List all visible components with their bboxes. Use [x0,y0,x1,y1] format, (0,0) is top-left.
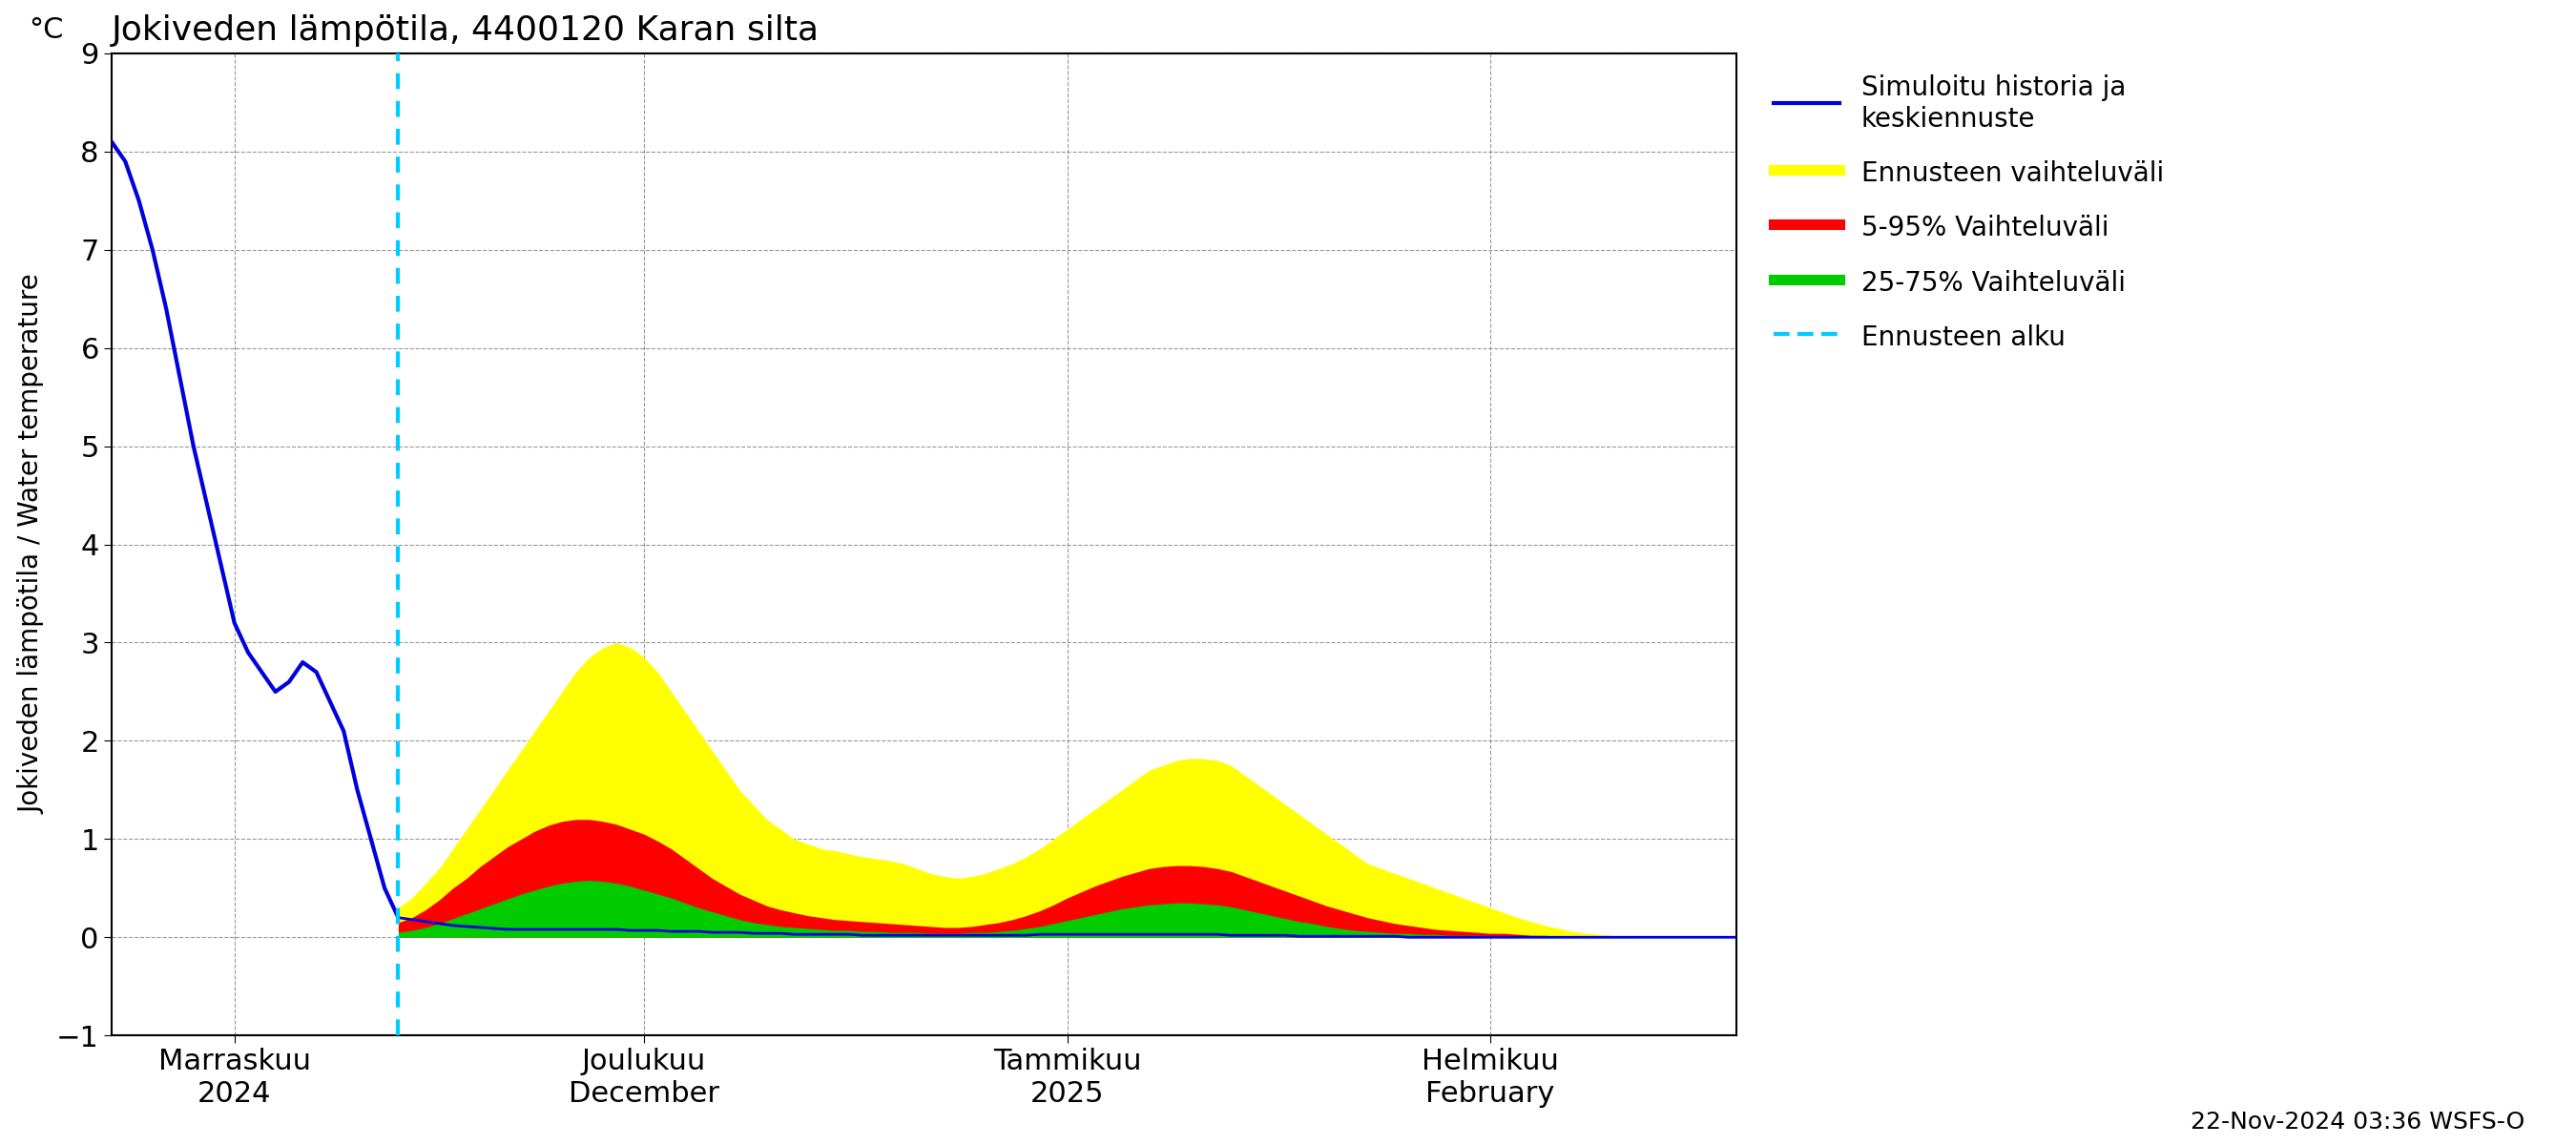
Legend: Simuloitu historia ja
keskiennuste, Ennusteen vaihteluväli, 5-95% Vaihteluväli, : Simuloitu historia ja keskiennuste, Ennu… [1765,66,2172,360]
Text: °C: °C [28,16,64,44]
Text: Jokiveden lämpötila, 4400120 Karan silta: Jokiveden lämpötila, 4400120 Karan silta [111,14,819,47]
Y-axis label: Jokiveden lämpötila / Water temperature: Jokiveden lämpötila / Water temperature [18,275,46,814]
Text: 22-Nov-2024 03:36 WSFS-O: 22-Nov-2024 03:36 WSFS-O [2190,1111,2524,1134]
